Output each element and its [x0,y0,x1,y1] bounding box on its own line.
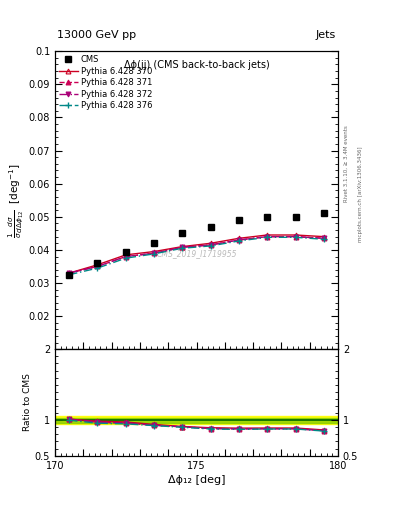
Pythia 6.428 376 [237,238,241,244]
Pythia 6.428 376 [67,272,72,278]
Pythia 6.428 372 [95,263,100,269]
Pythia 6.428 372 [208,242,213,248]
Line: Pythia 6.428 370: Pythia 6.428 370 [67,232,326,275]
Pythia 6.428 372 [321,235,326,241]
Pythia 6.428 376 [265,234,270,240]
Pythia 6.428 376 [321,236,326,242]
Pythia 6.428 372 [237,237,241,243]
Pythia 6.428 370 [95,262,100,268]
Pythia 6.428 371 [95,263,100,269]
Pythia 6.428 372 [293,233,298,240]
Pythia 6.428 372 [265,233,270,240]
Text: Δϕ(jj) (CMS back-to-back jets): Δϕ(jj) (CMS back-to-back jets) [124,60,269,70]
Pythia 6.428 376 [293,234,298,240]
Pythia 6.428 376 [123,255,128,261]
CMS [237,217,241,223]
Pythia 6.428 372 [152,250,156,257]
CMS [95,260,100,266]
CMS [321,210,326,217]
Text: 13000 GeV pp: 13000 GeV pp [57,30,136,40]
CMS [123,248,128,254]
X-axis label: Δϕ₁₂ [deg]: Δϕ₁₂ [deg] [168,475,225,485]
CMS [67,272,72,278]
Pythia 6.428 371 [123,253,128,260]
Text: CMS_2019_I1719955: CMS_2019_I1719955 [156,249,237,259]
Pythia 6.428 370 [152,248,156,254]
Pythia 6.428 370 [123,252,128,258]
Pythia 6.428 370 [293,232,298,238]
Pythia 6.428 376 [95,265,100,271]
Pythia 6.428 371 [321,235,326,241]
CMS [208,224,213,230]
Pythia 6.428 371 [152,250,156,257]
Pythia 6.428 371 [265,233,270,240]
CMS [265,214,270,220]
Pythia 6.428 371 [293,233,298,240]
Pythia 6.428 376 [180,245,185,251]
Y-axis label: $\frac{1}{\sigma}\frac{d\sigma}{d\Delta\phi_{12}}$  [deg$^{-1}$]: $\frac{1}{\sigma}\frac{d\sigma}{d\Delta\… [6,163,26,238]
Y-axis label: Ratio to CMS: Ratio to CMS [23,374,32,432]
Pythia 6.428 372 [180,244,185,250]
Pythia 6.428 376 [152,251,156,257]
Text: mcplots.cern.ch [arXiv:1306.3436]: mcplots.cern.ch [arXiv:1306.3436] [358,147,363,242]
Bar [55,418,338,423]
Pythia 6.428 370 [321,233,326,240]
Line: Pythia 6.428 376: Pythia 6.428 376 [66,234,327,278]
Line: Pythia 6.428 372: Pythia 6.428 372 [67,234,326,275]
Text: Jets: Jets [316,30,336,40]
Text: Rivet 3.1.10, ≥ 3.4M events: Rivet 3.1.10, ≥ 3.4M events [344,125,349,202]
CMS [152,240,156,246]
CMS [180,230,185,237]
CMS [293,214,298,220]
Pythia 6.428 370 [265,232,270,238]
Pythia 6.428 372 [123,253,128,260]
Pythia 6.428 370 [67,270,72,276]
Pythia 6.428 370 [237,235,241,241]
Pythia 6.428 371 [237,237,241,243]
Legend: CMS, Pythia 6.428 370, Pythia 6.428 371, Pythia 6.428 372, Pythia 6.428 376: CMS, Pythia 6.428 370, Pythia 6.428 371,… [57,54,154,112]
Pythia 6.428 376 [208,243,213,249]
Bar [55,416,338,424]
Pythia 6.428 371 [180,244,185,250]
Pythia 6.428 370 [180,244,185,250]
Pythia 6.428 372 [67,270,72,276]
Line: CMS: CMS [66,210,327,278]
Pythia 6.428 370 [208,240,213,246]
Line: Pythia 6.428 371: Pythia 6.428 371 [67,234,326,275]
Pythia 6.428 371 [208,242,213,248]
Pythia 6.428 371 [67,270,72,276]
